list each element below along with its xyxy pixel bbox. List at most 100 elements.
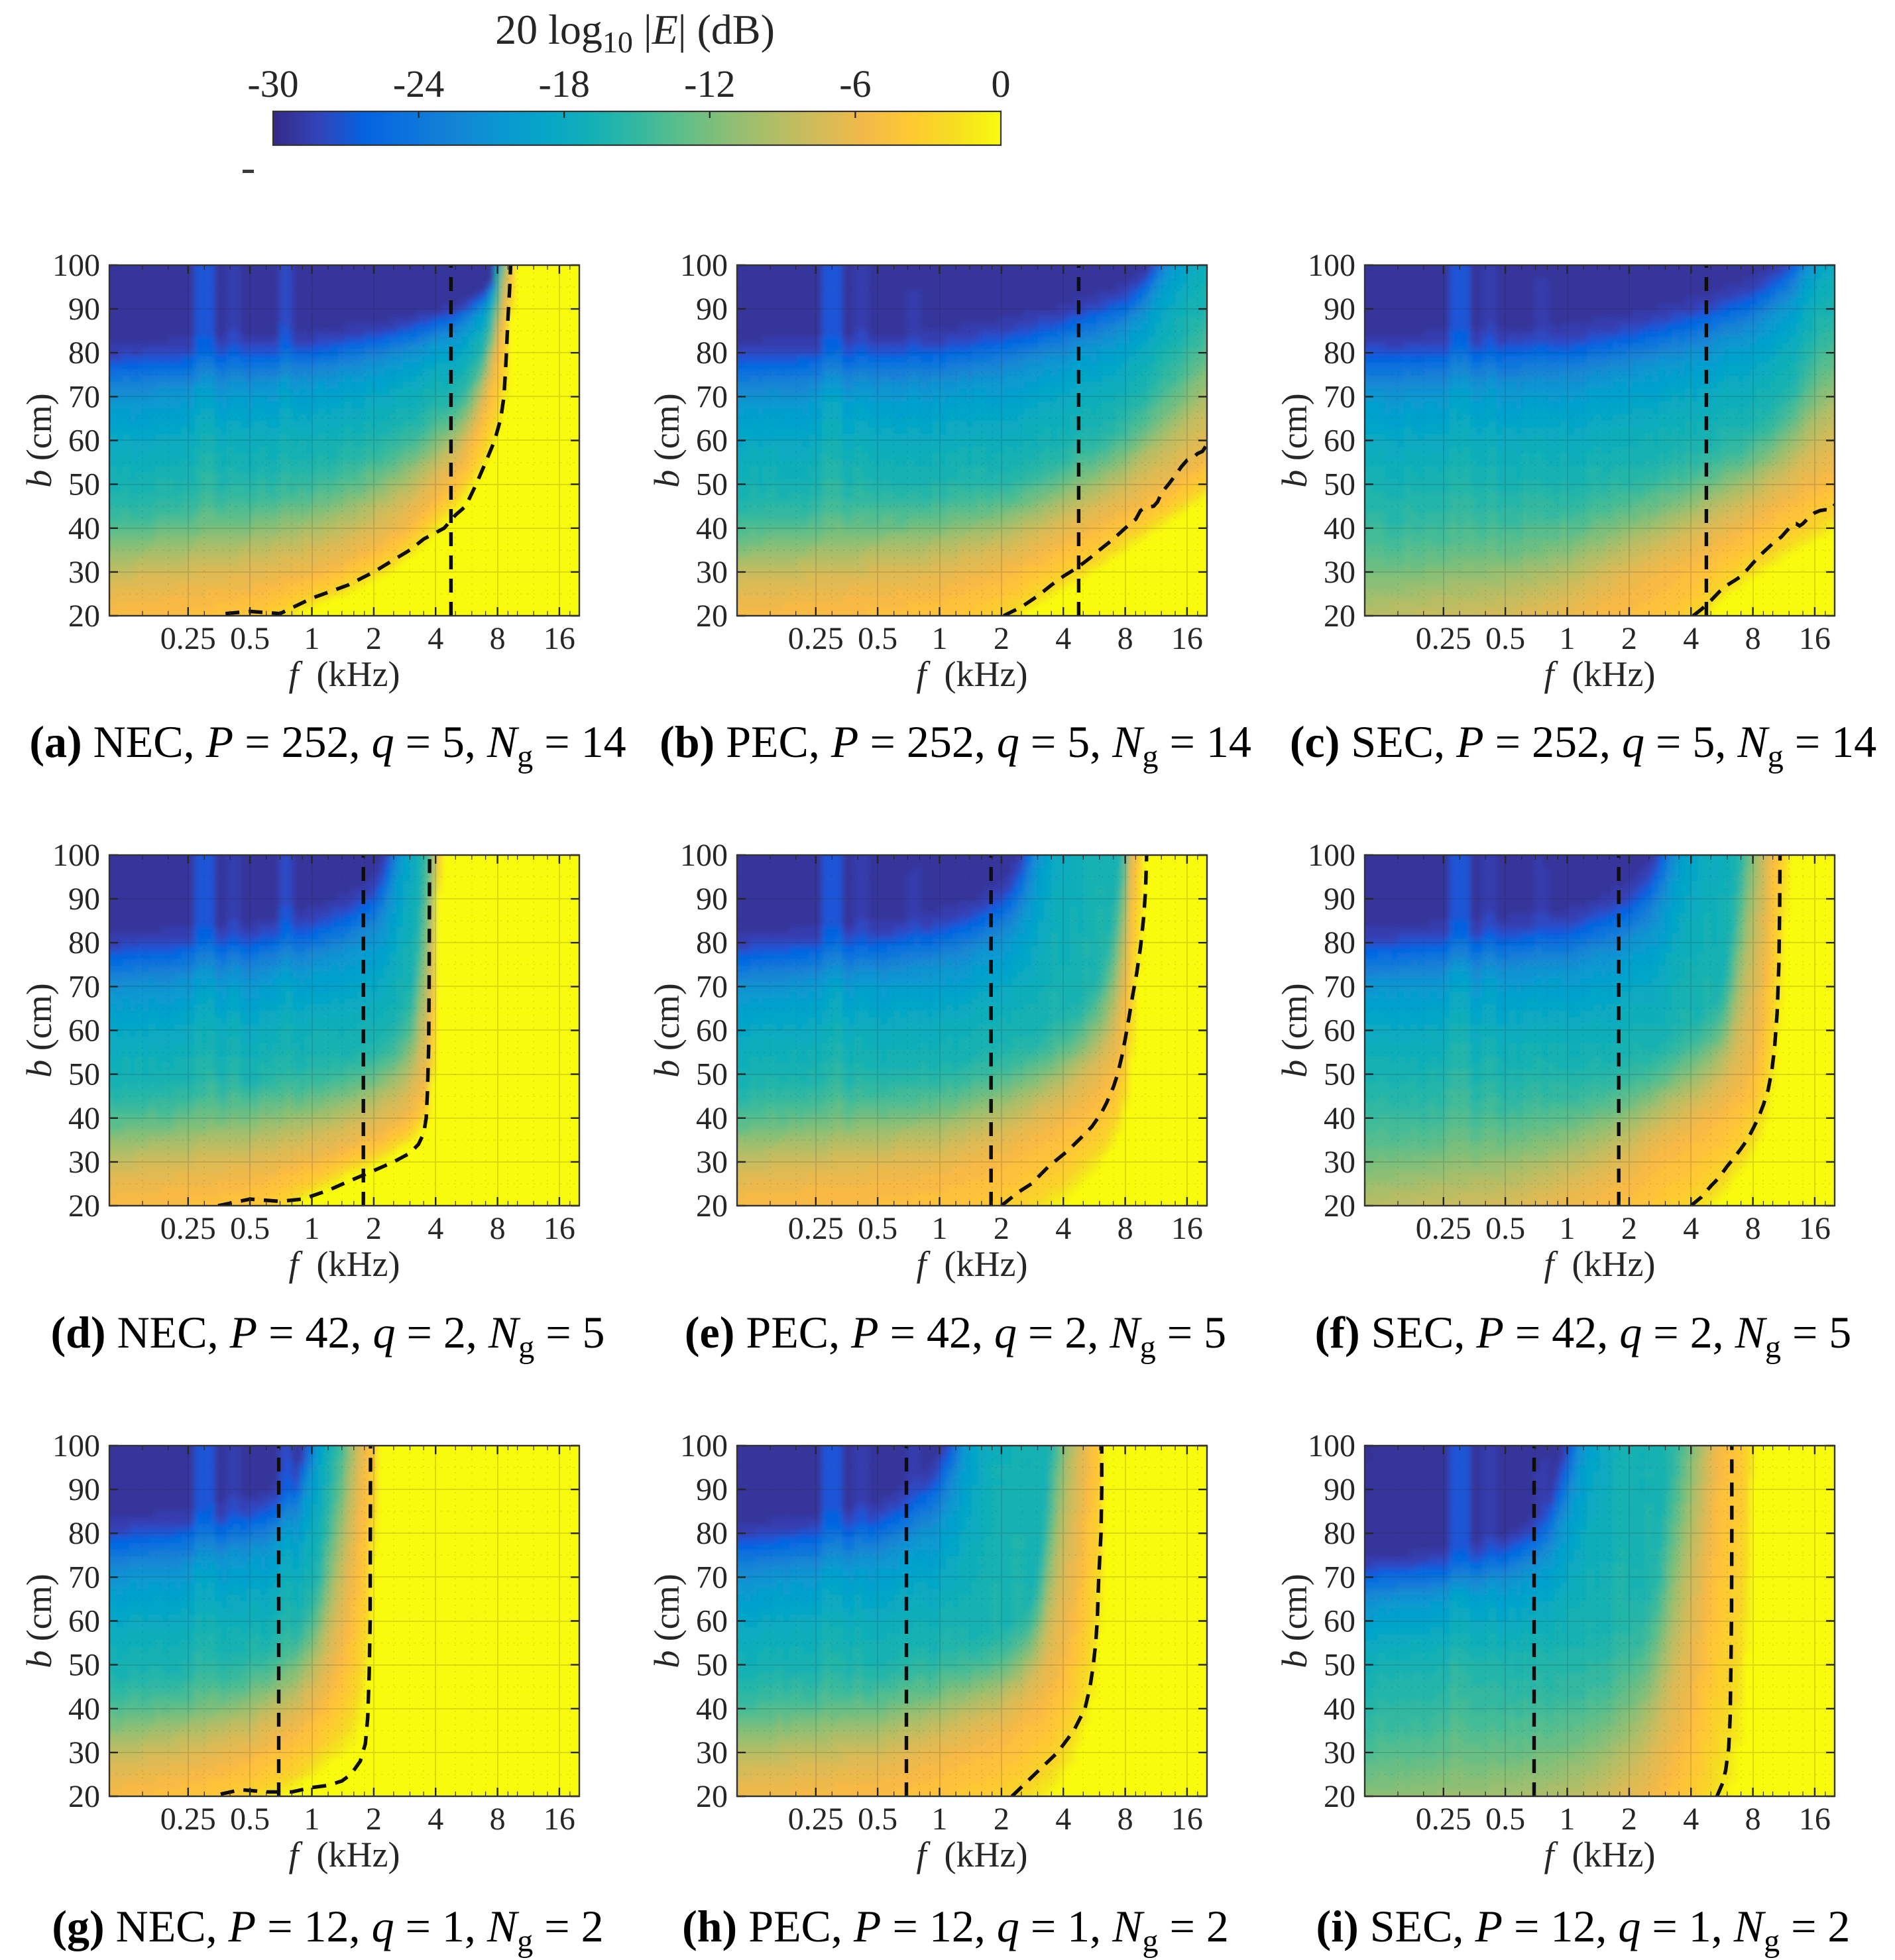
svg-text:90: 90 (68, 1472, 100, 1507)
svg-text:20: 20 (1324, 599, 1355, 634)
svg-text:-30: -30 (247, 62, 298, 105)
svg-text:0.25: 0.25 (1416, 1211, 1471, 1246)
svg-text:40: 40 (1324, 511, 1355, 546)
svg-text:1: 1 (1560, 621, 1576, 656)
svg-text:(c) SEC, P = 252, q = 5, Ng =: (c) SEC, P = 252, q = 5, Ng = 14 (1290, 717, 1876, 774)
svg-text:8: 8 (1118, 1211, 1133, 1246)
svg-text:20: 20 (68, 1188, 100, 1224)
svg-text:80: 80 (68, 925, 100, 960)
svg-text:20: 20 (696, 599, 728, 634)
svg-text:b (cm): b (cm) (647, 983, 687, 1077)
svg-text:100: 100 (52, 838, 100, 873)
svg-text:f (kHz): f (kHz) (917, 1835, 1028, 1874)
svg-text:0.25: 0.25 (1416, 621, 1471, 656)
svg-text:70: 70 (1324, 1560, 1355, 1595)
svg-text:(g) NEC, P = 12, q = 1, Ng = 2: (g) NEC, P = 12, q = 1, Ng = 2 (52, 1901, 603, 1959)
svg-text:20: 20 (68, 599, 100, 634)
svg-text:40: 40 (696, 511, 728, 546)
svg-text:2: 2 (994, 621, 1009, 656)
svg-text:f (kHz): f (kHz) (289, 1244, 400, 1284)
svg-text:80: 80 (696, 925, 728, 960)
svg-text:0.25: 0.25 (1416, 1802, 1471, 1837)
svg-text:(a) NEC, P = 252, q = 5, Ng =: (a) NEC, P = 252, q = 5, Ng = 14 (29, 717, 626, 774)
svg-text:b (cm): b (cm) (1275, 983, 1314, 1077)
svg-text:2: 2 (366, 1211, 382, 1246)
svg-text:70: 70 (68, 969, 100, 1004)
svg-text:b (cm): b (cm) (19, 1574, 59, 1668)
svg-text:90: 90 (1324, 1472, 1355, 1507)
svg-text:80: 80 (1324, 1516, 1355, 1551)
svg-text:-12: -12 (684, 62, 735, 105)
svg-text:1: 1 (304, 1802, 320, 1837)
svg-text:0.25: 0.25 (788, 1211, 844, 1246)
svg-text:80: 80 (68, 1516, 100, 1551)
svg-text:1: 1 (304, 621, 320, 656)
svg-text:30: 30 (68, 1145, 100, 1180)
svg-text:60: 60 (696, 1604, 728, 1639)
svg-text:40: 40 (1324, 1101, 1355, 1136)
svg-text:0.25: 0.25 (788, 1802, 844, 1837)
svg-text:-6: -6 (839, 62, 871, 105)
svg-text:8: 8 (1745, 1802, 1761, 1837)
svg-text:2: 2 (366, 621, 382, 656)
svg-text:90: 90 (1324, 882, 1355, 917)
svg-text:90: 90 (696, 1472, 728, 1507)
svg-text:0.5: 0.5 (1485, 1802, 1525, 1837)
svg-text:70: 70 (696, 379, 728, 414)
svg-text:60: 60 (68, 424, 100, 459)
svg-text:1: 1 (932, 1211, 948, 1246)
svg-text:60: 60 (696, 424, 728, 459)
svg-text:20: 20 (696, 1188, 728, 1224)
svg-text:(b) PEC, P = 252, q = 5, Ng =: (b) PEC, P = 252, q = 5, Ng = 14 (660, 717, 1251, 774)
svg-text:f (kHz): f (kHz) (917, 1244, 1028, 1284)
svg-text:90: 90 (696, 292, 728, 327)
svg-text:b (cm): b (cm) (19, 983, 59, 1077)
svg-text:f (kHz): f (kHz) (917, 654, 1028, 694)
svg-text:0.25: 0.25 (160, 1802, 216, 1837)
svg-text:100: 100 (52, 1428, 100, 1464)
svg-text:60: 60 (1324, 1604, 1355, 1639)
svg-text:b (cm): b (cm) (19, 393, 59, 487)
svg-text:50: 50 (1324, 1057, 1355, 1092)
svg-text:0.5: 0.5 (858, 621, 897, 656)
svg-text:4: 4 (428, 621, 443, 656)
svg-text:90: 90 (1324, 292, 1355, 327)
svg-text:0.5: 0.5 (858, 1211, 897, 1246)
svg-text:80: 80 (696, 1516, 728, 1551)
svg-text:0.5: 0.5 (230, 1802, 270, 1837)
svg-text:f (kHz): f (kHz) (289, 654, 400, 694)
svg-text:50: 50 (68, 1648, 100, 1683)
svg-text:90: 90 (68, 882, 100, 917)
svg-text:70: 70 (696, 1560, 728, 1595)
svg-text:16: 16 (1799, 1211, 1831, 1246)
svg-text:0.5: 0.5 (230, 1211, 270, 1246)
svg-text:(i) SEC, P = 12, q = 1, Ng = 2: (i) SEC, P = 12, q = 1, Ng = 2 (1316, 1901, 1851, 1959)
svg-text:0.5: 0.5 (1485, 1211, 1525, 1246)
svg-text:4: 4 (1055, 1802, 1071, 1837)
svg-text:40: 40 (696, 1692, 728, 1727)
svg-text:2: 2 (994, 1802, 1009, 1837)
svg-text:60: 60 (1324, 424, 1355, 459)
svg-text:8: 8 (1118, 621, 1133, 656)
svg-text:50: 50 (68, 467, 100, 502)
svg-text:30: 30 (1324, 1735, 1355, 1770)
svg-text:4: 4 (1055, 621, 1071, 656)
svg-text:8: 8 (1745, 1211, 1761, 1246)
svg-text:(h) PEC, P = 12, q = 1, Ng = 2: (h) PEC, P = 12, q = 1, Ng = 2 (682, 1901, 1229, 1959)
svg-text:30: 30 (696, 555, 728, 590)
svg-text:70: 70 (696, 969, 728, 1004)
svg-text:1: 1 (1560, 1802, 1576, 1837)
svg-text:0.5: 0.5 (1485, 621, 1525, 656)
svg-text:b (cm): b (cm) (647, 1574, 687, 1668)
svg-text:0.25: 0.25 (160, 621, 216, 656)
svg-text:2: 2 (994, 1211, 1009, 1246)
svg-text:16: 16 (1171, 621, 1203, 656)
svg-text:30: 30 (696, 1735, 728, 1770)
svg-text:f (kHz): f (kHz) (1544, 1244, 1656, 1284)
svg-text:100: 100 (1308, 248, 1355, 283)
svg-text:40: 40 (1324, 1692, 1355, 1727)
svg-text:8: 8 (1745, 621, 1761, 656)
svg-text:-24: -24 (393, 62, 444, 105)
svg-text:100: 100 (1308, 838, 1355, 873)
svg-text:4: 4 (1683, 621, 1699, 656)
